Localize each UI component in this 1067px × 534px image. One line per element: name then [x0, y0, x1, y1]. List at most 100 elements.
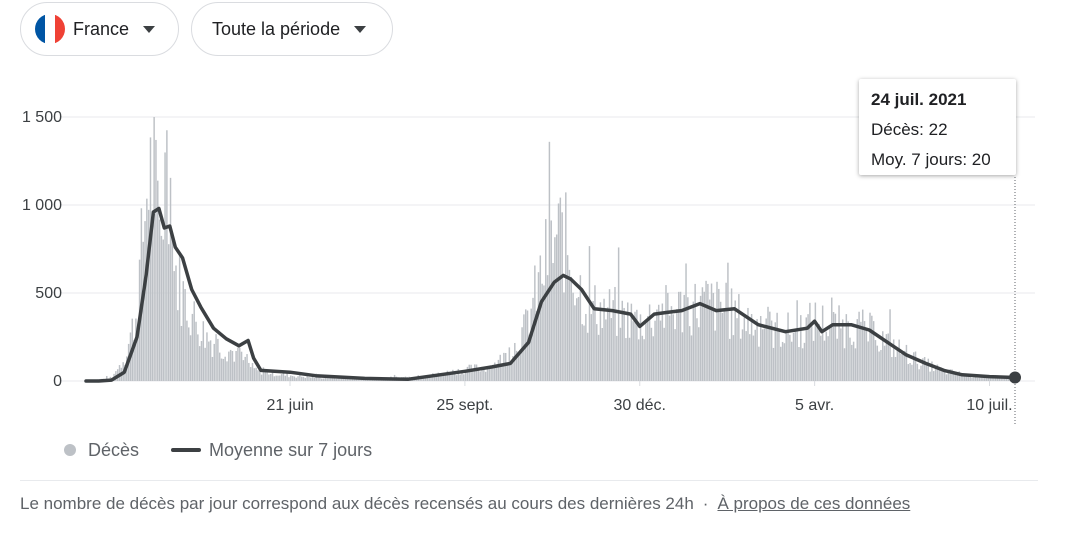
daily-bar	[220, 358, 223, 381]
daily-bar	[204, 347, 206, 381]
daily-bar	[670, 306, 673, 381]
daily-bar	[586, 332, 589, 381]
daily-bar	[854, 348, 857, 381]
daily-bar	[933, 371, 935, 381]
daily-bar	[295, 377, 297, 381]
daily-bar	[698, 327, 700, 381]
daily-bar	[337, 376, 339, 381]
daily-bar	[754, 329, 756, 381]
daily-bar	[721, 312, 724, 381]
daily-bar	[282, 373, 285, 381]
daily-bar	[319, 376, 321, 381]
daily-bar	[780, 346, 782, 381]
daily-bar	[446, 370, 449, 381]
daily-bar	[428, 376, 430, 381]
y-tick-label: 1 500	[22, 109, 62, 126]
daily-bar	[215, 334, 217, 381]
daily-bar	[867, 341, 869, 381]
daily-bar	[891, 357, 893, 381]
daily-bar	[259, 367, 261, 381]
daily-bar	[807, 314, 809, 381]
daily-bar	[790, 341, 793, 381]
daily-bar	[705, 280, 707, 381]
daily-bar	[707, 283, 709, 381]
daily-bar	[974, 374, 977, 381]
daily-bar	[268, 374, 270, 381]
daily-bar	[515, 350, 518, 381]
daily-bar	[922, 358, 924, 381]
daily-bar	[426, 377, 429, 381]
daily-bar	[876, 345, 879, 381]
chevron-down-icon	[354, 25, 367, 33]
daily-bar	[590, 314, 593, 381]
daily-bar	[455, 375, 458, 381]
daily-bar	[206, 332, 208, 381]
daily-bar	[452, 369, 454, 381]
daily-bar	[557, 203, 560, 381]
daily-bar	[240, 351, 243, 381]
country-filter-button[interactable]: France	[20, 2, 179, 56]
about-data-link[interactable]: À propos de ces données	[717, 494, 911, 513]
daily-bar	[269, 373, 272, 381]
daily-bar	[741, 329, 744, 381]
daily-bar	[552, 263, 554, 381]
average-line	[84, 206, 1017, 383]
daily-bar	[545, 219, 547, 381]
daily-bar	[1004, 378, 1006, 381]
daily-bar	[260, 374, 263, 381]
deaths-chart[interactable]: 0 500 1 000 1 500 21 juin 25 sept. 30 déc. 5 av…	[0, 60, 1067, 430]
daily-bar	[1002, 377, 1004, 381]
daily-bar	[758, 346, 760, 381]
daily-bar	[690, 335, 693, 381]
daily-bar	[940, 367, 942, 381]
daily-bar	[313, 377, 316, 381]
daily-bar	[639, 314, 642, 381]
daily-bar	[158, 219, 161, 381]
daily-bar	[925, 364, 928, 381]
daily-bar	[847, 321, 849, 381]
daily-bar	[563, 292, 565, 381]
daily-bar	[820, 335, 822, 381]
daily-bar	[812, 340, 815, 381]
daily-bar	[636, 309, 638, 381]
daily-bar	[501, 365, 503, 381]
daily-bar	[785, 330, 787, 381]
daily-bar	[694, 283, 696, 381]
france-flag-icon	[35, 14, 65, 44]
daily-bar	[672, 314, 675, 381]
y-tick-label: 500	[35, 285, 62, 302]
daily-bar	[681, 332, 684, 381]
daily-bar	[142, 241, 144, 381]
daily-bar	[144, 221, 146, 381]
daily-bar	[683, 294, 685, 381]
daily-bar	[166, 130, 168, 381]
daily-bar	[175, 265, 177, 381]
daily-bar	[430, 375, 432, 381]
daily-bar	[749, 334, 751, 381]
daily-bar	[504, 352, 507, 381]
daily-bar	[892, 339, 895, 381]
period-filter-button[interactable]: Toute la période	[191, 2, 393, 56]
daily-bar	[863, 321, 866, 381]
daily-bar	[927, 358, 930, 381]
daily-bar	[275, 375, 277, 381]
daily-bar	[528, 334, 531, 381]
daily-bar	[902, 353, 904, 381]
daily-bar	[880, 349, 882, 381]
daily-bar	[907, 364, 909, 381]
daily-bar	[770, 320, 773, 381]
daily-bar	[887, 333, 889, 381]
daily-bar	[519, 354, 522, 381]
y-tick-label: 0	[53, 373, 62, 390]
daily-bar	[692, 301, 695, 381]
daily-bar	[300, 376, 303, 381]
daily-bar	[769, 311, 771, 381]
daily-bar	[200, 341, 203, 381]
daily-bar	[781, 341, 784, 381]
daily-bar	[530, 308, 532, 381]
daily-bar	[322, 378, 325, 381]
daily-bar	[963, 374, 966, 381]
daily-bar	[422, 377, 425, 381]
daily-bar	[619, 327, 622, 381]
flag-stripe-red	[55, 14, 65, 44]
